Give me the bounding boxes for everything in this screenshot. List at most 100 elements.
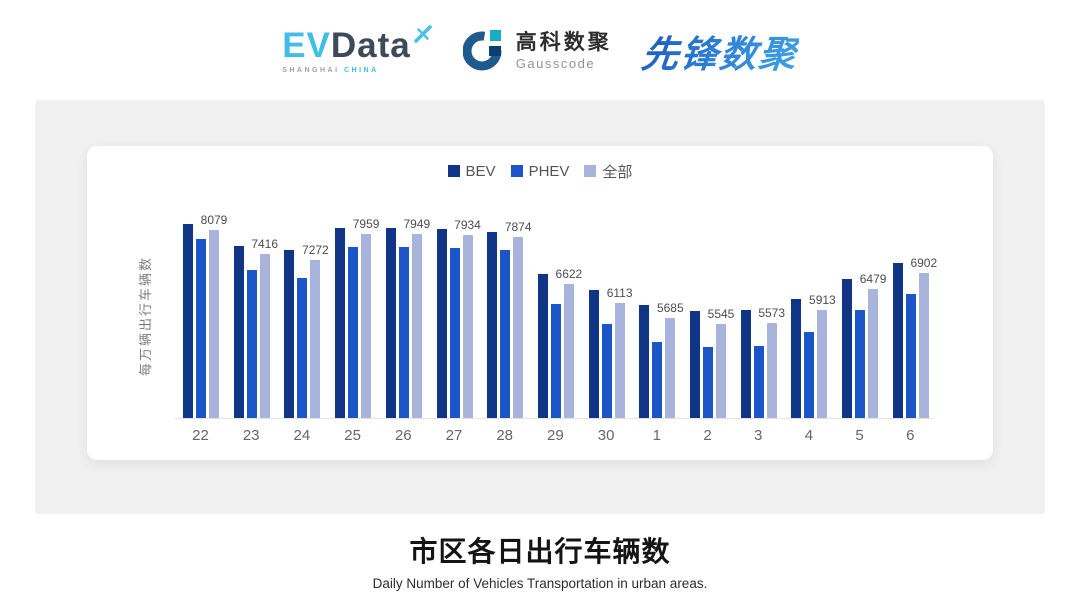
legend-item-全部: 全部 xyxy=(584,161,632,182)
bar-value-label-24: 7272 xyxy=(302,242,329,257)
bar-BEV-2 xyxy=(690,311,700,418)
bar-value-label-26: 7949 xyxy=(403,217,431,232)
bar-BEV-3 xyxy=(740,310,751,418)
bar-PHEV-4 xyxy=(804,331,815,418)
x-tick-28: 28 xyxy=(496,427,514,444)
bar-全部-2 xyxy=(716,323,726,418)
legend-swatch-BEV xyxy=(447,165,460,177)
bar-value-label-23: 7416 xyxy=(251,237,279,252)
bar-value-label-27: 7934 xyxy=(454,217,481,232)
bar-全部-23 xyxy=(259,254,270,418)
legend-swatch-全部 xyxy=(584,165,597,177)
evdata-sub-china: CHINA xyxy=(344,67,379,74)
bar-PHEV-24 xyxy=(297,277,308,418)
x-tick-26: 26 xyxy=(394,427,412,444)
bar-全部-5 xyxy=(868,288,879,418)
bar-全部-24 xyxy=(310,259,321,418)
bar-全部-27 xyxy=(462,234,473,418)
chart-legend: BEV PHEV 全部 xyxy=(87,161,993,181)
x-tick-30: 30 xyxy=(597,427,615,444)
xianfeng-logo: 先锋数聚 xyxy=(639,24,801,78)
bar-PHEV-29 xyxy=(550,303,561,418)
x-tick-25: 25 xyxy=(344,427,361,444)
bar-PHEV-26 xyxy=(398,247,409,418)
y-axis-title: 每万辆出行车辆数 xyxy=(138,256,153,377)
bar-value-label-29: 6622 xyxy=(555,266,583,281)
legend-item-BEV: BEV xyxy=(447,162,496,180)
chart-card: BEV PHEV 全部 每万辆出行车辆数 8079 22 7416 23 7272 24 795… xyxy=(87,146,993,460)
bar-BEV-4 xyxy=(791,298,802,418)
bar-BEV-25 xyxy=(335,228,346,418)
bar-PHEV-25 xyxy=(348,247,359,418)
bar-BEV-26 xyxy=(385,228,396,418)
bar-全部-22 xyxy=(209,229,219,418)
bar-全部-30 xyxy=(614,302,625,418)
bar-BEV-30 xyxy=(588,290,599,418)
chart-subtitle: Daily Number of Vehicles Transportation … xyxy=(372,576,708,591)
bar-value-label-4: 5913 xyxy=(809,292,836,307)
gausscode-logo: 高科数聚 Gausscode xyxy=(462,27,612,76)
x-tick-29: 29 xyxy=(547,427,564,444)
bar-BEV-23 xyxy=(233,245,244,418)
evdata-sub-shanghai: SHANGHAI xyxy=(282,67,340,74)
bar-全部-29 xyxy=(563,283,574,418)
bar-value-label-25: 7959 xyxy=(352,217,380,232)
bar-PHEV-2 xyxy=(703,346,713,418)
bar-全部-28 xyxy=(513,237,524,418)
x-tick-5: 5 xyxy=(855,427,864,444)
evdata-logo-ev: EV xyxy=(282,26,331,65)
bar-value-label-6: 6902 xyxy=(910,256,938,271)
x-tick-2: 2 xyxy=(703,427,712,444)
bar-PHEV-30 xyxy=(601,324,612,418)
bar-全部-1 xyxy=(665,318,676,418)
x-tick-3: 3 xyxy=(754,427,763,444)
bar-PHEV-28 xyxy=(500,249,511,418)
bar-value-label-1: 5685 xyxy=(656,301,684,316)
evdata-logo-data: Data xyxy=(330,26,411,65)
gausscode-cn-label: 高科数聚 xyxy=(515,31,612,55)
bar-BEV-1 xyxy=(639,304,650,418)
bar-BEV-5 xyxy=(842,278,853,418)
bar-PHEV-23 xyxy=(246,270,257,418)
legend-item-PHEV: PHEV xyxy=(510,162,570,180)
bar-全部-26 xyxy=(411,234,422,418)
legend-label-BEV: BEV xyxy=(465,162,496,180)
x-tick-23: 23 xyxy=(242,427,260,444)
legend-swatch-PHEV xyxy=(510,165,523,177)
x-tick-22: 22 xyxy=(192,427,209,444)
bar-PHEV-6 xyxy=(905,293,916,418)
evdata-spark-icon xyxy=(413,24,433,48)
evdata-logo: EV Data SHANGHAI CHINA xyxy=(282,25,433,74)
bar-BEV-6 xyxy=(892,262,903,418)
x-tick-24: 24 xyxy=(293,427,311,444)
bar-全部-4 xyxy=(817,309,828,418)
chart-title: 市区各日出行车辆数 xyxy=(409,536,671,567)
footer: 市区各日出行车辆数 Daily Number of Vehicles Trans… xyxy=(0,530,1080,591)
x-axis-line xyxy=(175,418,933,419)
bar-BEV-27 xyxy=(436,229,447,418)
bar-value-label-2: 5545 xyxy=(707,306,735,321)
bar-BEV-28 xyxy=(487,232,498,418)
bar-value-label-22: 8079 xyxy=(200,212,228,227)
header-logos: EV Data SHANGHAI CHINA xyxy=(0,18,1080,84)
legend-label-全部: 全部 xyxy=(602,163,633,181)
bar-PHEV-1 xyxy=(652,341,663,418)
bar-value-label-28: 7874 xyxy=(504,220,532,235)
x-tick-27: 27 xyxy=(445,427,463,444)
bar-BEV-29 xyxy=(537,273,548,418)
bar-全部-25 xyxy=(361,234,372,418)
x-tick-1: 1 xyxy=(652,427,661,444)
x-tick-6: 6 xyxy=(906,427,915,444)
x-tick-4: 4 xyxy=(804,427,814,444)
bar-全部-6 xyxy=(918,273,929,418)
bar-value-label-3: 5573 xyxy=(758,305,786,320)
bar-value-label-30: 6113 xyxy=(606,285,633,300)
bar-PHEV-27 xyxy=(449,248,460,418)
gausscode-g-icon xyxy=(462,27,507,76)
bar-BEV-24 xyxy=(284,249,295,418)
gausscode-en-label: Gausscode xyxy=(515,55,596,71)
bar-PHEV-22 xyxy=(196,238,206,418)
legend-label-PHEV: PHEV xyxy=(528,162,570,180)
bar-全部-3 xyxy=(766,322,777,418)
